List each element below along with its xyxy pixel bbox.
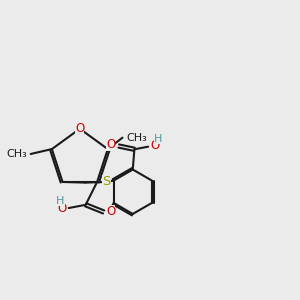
Text: H: H <box>154 134 163 143</box>
Text: H: H <box>56 196 65 206</box>
Text: S: S <box>103 175 111 188</box>
Text: O: O <box>151 139 160 152</box>
Text: O: O <box>58 202 67 214</box>
Text: CH₃: CH₃ <box>126 133 147 143</box>
Text: O: O <box>106 138 116 151</box>
Text: O: O <box>75 122 85 135</box>
Text: CH₃: CH₃ <box>6 149 27 159</box>
Text: O: O <box>106 206 116 218</box>
